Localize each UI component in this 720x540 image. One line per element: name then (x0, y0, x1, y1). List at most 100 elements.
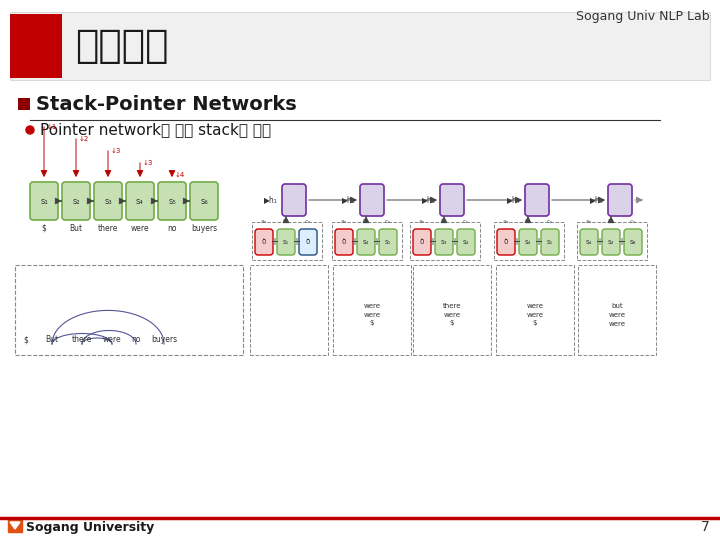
Text: +: + (270, 237, 278, 247)
FancyBboxPatch shape (519, 229, 537, 255)
Text: 0̂: 0̂ (504, 239, 508, 245)
Text: no: no (167, 224, 176, 233)
FancyBboxPatch shape (580, 229, 598, 255)
Text: there: there (72, 335, 92, 344)
FancyBboxPatch shape (190, 182, 218, 220)
FancyBboxPatch shape (413, 229, 431, 255)
FancyBboxPatch shape (435, 229, 453, 255)
Text: were
were
$: were were $ (364, 303, 380, 327)
FancyBboxPatch shape (62, 182, 90, 220)
FancyBboxPatch shape (360, 184, 384, 216)
Text: 0̂: 0̂ (262, 239, 266, 245)
Text: aₓ: aₓ (341, 219, 347, 224)
Text: were: were (131, 224, 149, 233)
FancyBboxPatch shape (497, 229, 515, 255)
Text: aₓ: aₓ (261, 219, 267, 224)
Text: s₁: s₁ (546, 239, 553, 245)
Text: were
were
$: were were $ (526, 303, 544, 327)
Text: s₂: s₂ (608, 239, 614, 245)
Text: 0̂: 0̂ (420, 239, 424, 245)
Text: s₅: s₅ (168, 197, 176, 206)
Text: 7: 7 (701, 520, 710, 534)
Text: $: $ (24, 335, 28, 344)
Text: ↓1: ↓1 (47, 124, 58, 130)
FancyBboxPatch shape (624, 229, 642, 255)
Text: there
were
$: there were $ (443, 303, 462, 327)
Text: s₃: s₃ (104, 197, 112, 206)
FancyBboxPatch shape (525, 184, 549, 216)
Text: s₄: s₄ (363, 239, 369, 245)
Text: s₁: s₁ (384, 239, 391, 245)
Text: s₈: s₈ (630, 239, 636, 245)
FancyBboxPatch shape (379, 229, 397, 255)
Polygon shape (10, 522, 20, 529)
Text: Sogang University: Sogang University (26, 521, 154, 534)
Text: ▶h₂: ▶h₂ (342, 195, 356, 205)
Text: +: + (428, 237, 436, 247)
FancyBboxPatch shape (282, 184, 306, 216)
Text: cₓ: cₓ (547, 219, 553, 224)
Text: But: But (45, 335, 58, 344)
Text: Sogang Univ NLP Lab: Sogang Univ NLP Lab (577, 10, 710, 23)
Text: ↓4: ↓4 (175, 172, 185, 178)
Text: aₓ: aₓ (419, 219, 426, 224)
Text: ↓3: ↓3 (143, 160, 153, 166)
Text: +: + (512, 237, 520, 247)
FancyBboxPatch shape (126, 182, 154, 220)
FancyBboxPatch shape (10, 14, 62, 78)
FancyBboxPatch shape (18, 98, 30, 110)
Text: aₓ: aₓ (503, 219, 509, 224)
FancyBboxPatch shape (335, 229, 353, 255)
Text: Stack-Pointer Networks: Stack-Pointer Networks (36, 94, 297, 113)
FancyBboxPatch shape (158, 182, 186, 220)
Text: there: there (98, 224, 118, 233)
Text: but
were
were: but were were (608, 303, 626, 327)
FancyBboxPatch shape (457, 229, 475, 255)
Text: bₓ: bₓ (363, 219, 369, 224)
Text: cₓ: cₓ (630, 219, 636, 224)
Text: 0̂: 0̂ (306, 239, 310, 245)
Text: 기존연구: 기존연구 (75, 27, 168, 65)
Text: bₓ: bₓ (608, 219, 614, 224)
Circle shape (26, 126, 34, 134)
Text: ↓3: ↓3 (111, 148, 122, 154)
Text: ▶h₃: ▶h₃ (422, 195, 436, 205)
FancyBboxPatch shape (94, 182, 122, 220)
FancyBboxPatch shape (277, 229, 295, 255)
Text: But: But (69, 224, 83, 233)
Text: bₓ: bₓ (283, 219, 289, 224)
Text: $: $ (42, 224, 46, 233)
FancyBboxPatch shape (357, 229, 375, 255)
FancyBboxPatch shape (255, 229, 273, 255)
Text: +: + (292, 237, 300, 247)
FancyBboxPatch shape (440, 184, 464, 216)
Text: +: + (617, 237, 625, 247)
Text: s₄: s₄ (525, 239, 531, 245)
Polygon shape (8, 520, 22, 532)
FancyBboxPatch shape (30, 182, 58, 220)
Text: bₓ: bₓ (525, 219, 531, 224)
Text: no: no (131, 335, 140, 344)
Text: s₆: s₆ (200, 197, 208, 206)
Text: s₄: s₄ (136, 197, 144, 206)
Text: s₄: s₄ (463, 239, 469, 245)
Text: +: + (534, 237, 542, 247)
Text: bₓ: bₓ (441, 219, 447, 224)
Text: cₓ: cₓ (463, 219, 469, 224)
Text: +: + (350, 237, 358, 247)
Text: buyers: buyers (191, 224, 217, 233)
Text: ▶h₅: ▶h₅ (590, 195, 604, 205)
Text: ▶h₁: ▶h₁ (264, 195, 278, 205)
Text: cₓ: cₓ (385, 219, 391, 224)
FancyBboxPatch shape (608, 184, 632, 216)
Text: ↓2: ↓2 (79, 136, 89, 142)
Text: cₓ: cₓ (305, 219, 311, 224)
FancyBboxPatch shape (10, 12, 710, 80)
Text: s₂: s₂ (72, 197, 80, 206)
Text: were: were (103, 335, 121, 344)
FancyBboxPatch shape (299, 229, 317, 255)
Text: s₁: s₁ (40, 197, 48, 206)
FancyBboxPatch shape (541, 229, 559, 255)
Text: aₓ: aₓ (585, 219, 593, 224)
Text: 0̂: 0̂ (342, 239, 346, 245)
